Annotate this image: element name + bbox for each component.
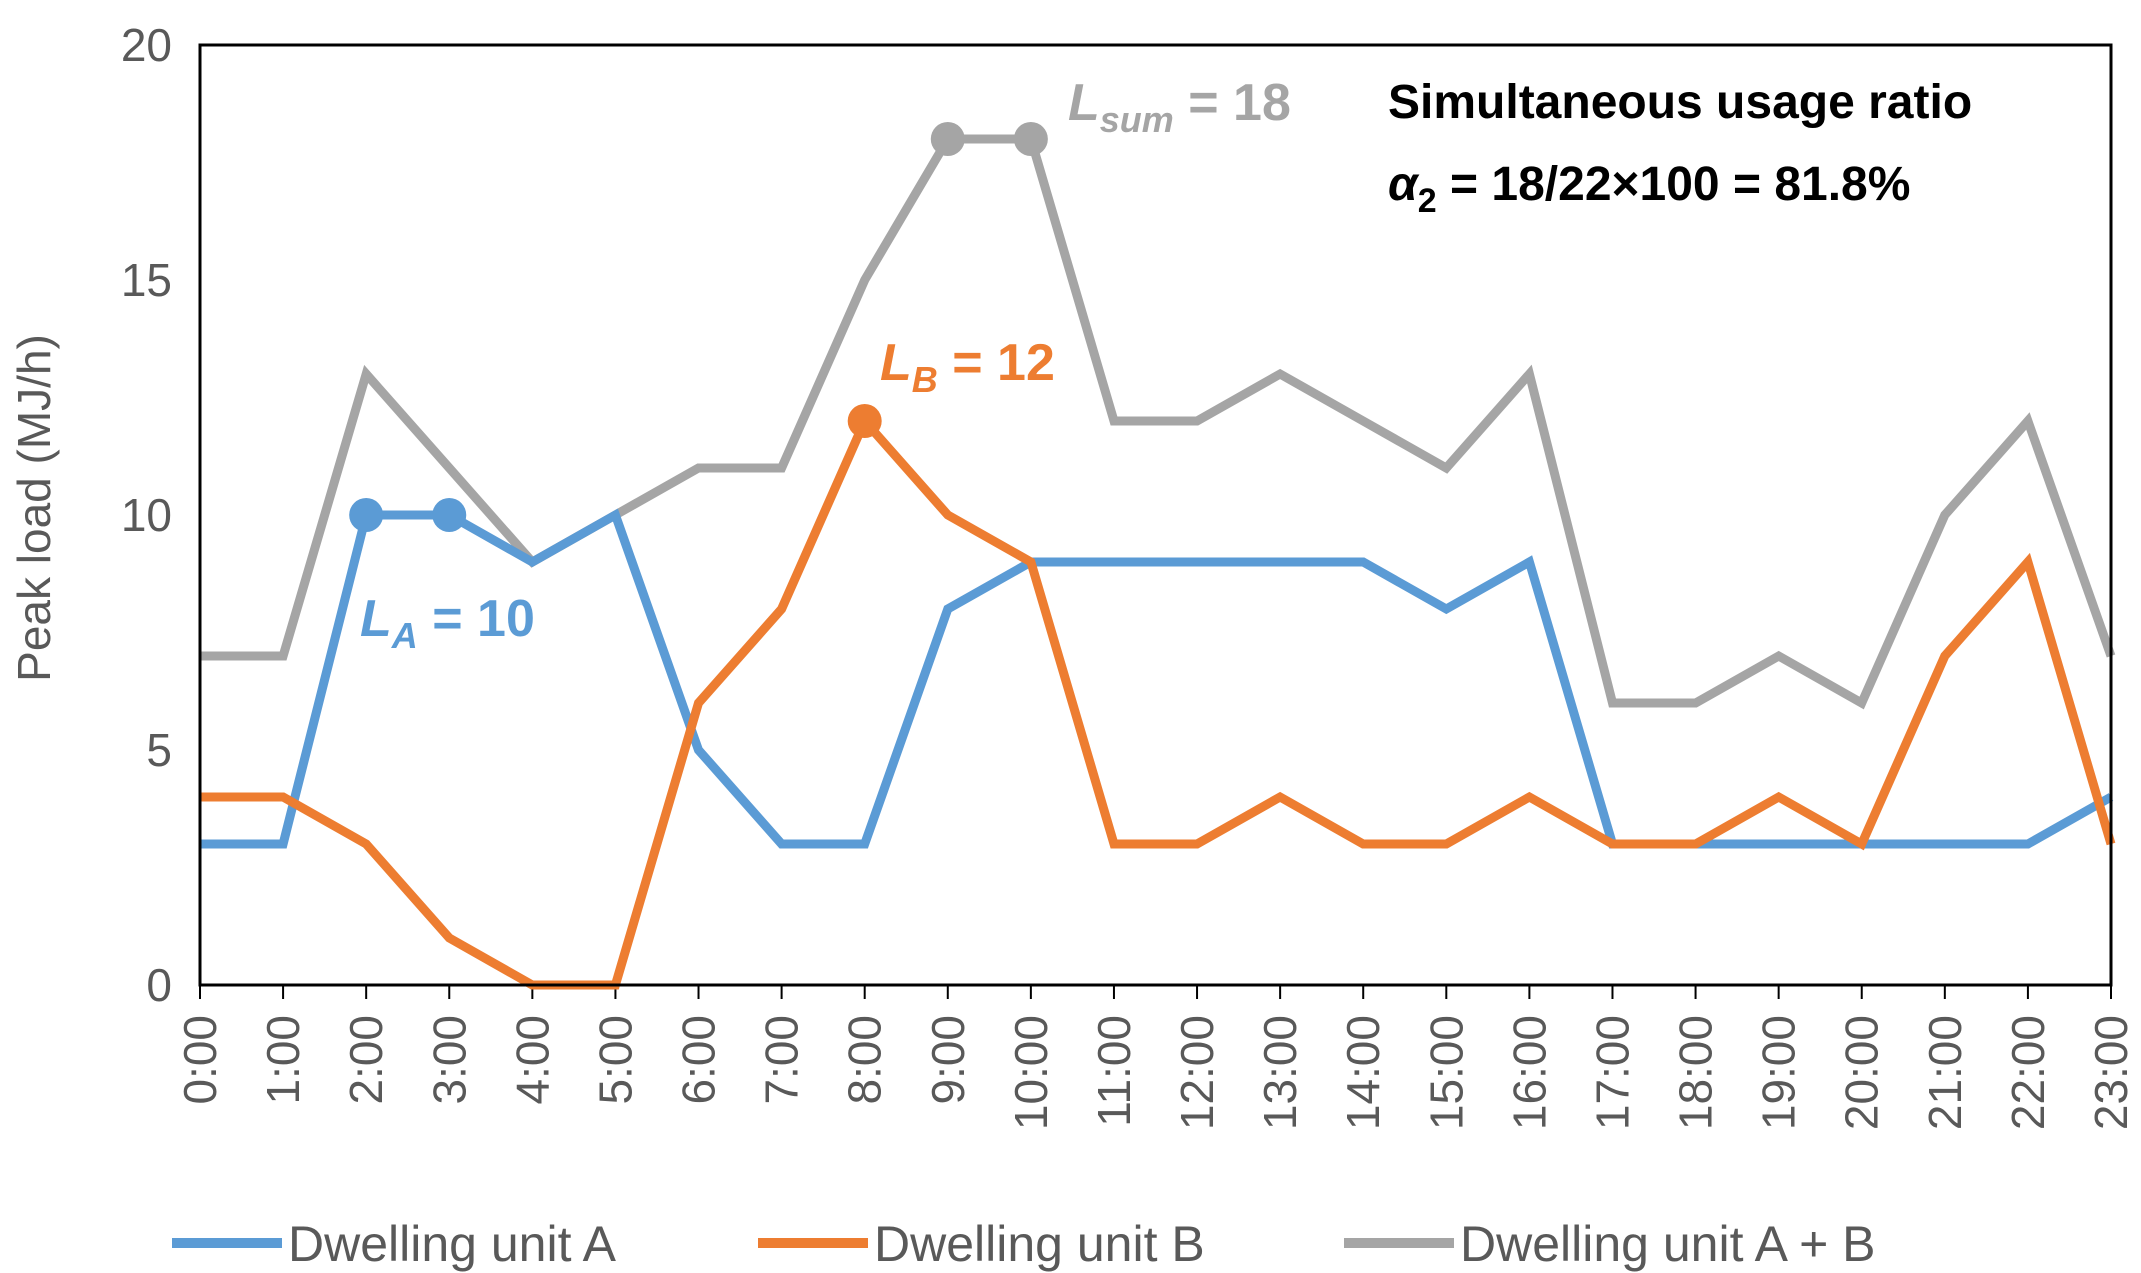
x-tick-label: 4:00 [506, 1015, 558, 1105]
annotation-lsum-letter: L [1068, 74, 1100, 132]
ratio-line-2: α2 = 18/22×100 = 81.8% [1388, 158, 1910, 220]
x-tick-label: 21:00 [1919, 1015, 1971, 1130]
x-tick-label: 13:00 [1254, 1015, 1306, 1130]
legend-label-a: Dwelling unit A [288, 1216, 617, 1272]
x-tick-label: 19:00 [1753, 1015, 1805, 1130]
annotation-lb: LB = 12 [880, 334, 1055, 400]
x-tick-label: 22:00 [2002, 1015, 2054, 1130]
marker-layer [349, 122, 1048, 532]
legend-label-ab: Dwelling unit A + B [1460, 1216, 1876, 1272]
x-tick-label: 7:00 [756, 1015, 808, 1105]
x-tick-label: 14:00 [1337, 1015, 1389, 1130]
x-tick-label: 3:00 [423, 1015, 475, 1105]
x-tick-label: 0:00 [174, 1015, 226, 1105]
annotation-lb-letter: L [880, 334, 912, 392]
peak-marker-0-3 [432, 498, 467, 532]
x-tick-label: 15:00 [1420, 1015, 1472, 1130]
series-line-1 [200, 412, 2116, 990]
ratio-line-1: Simultaneous usage ratio [1388, 76, 1972, 129]
x-tick-label: 5:00 [589, 1015, 641, 1105]
peak-marker-2-9 [930, 122, 965, 156]
annotation-lsum: Lsum = 18 [1068, 74, 1291, 140]
annotation-la-sub: A [391, 615, 418, 656]
annotation-lb-sub: B [912, 359, 938, 400]
x-tick-label: 18:00 [1670, 1015, 1722, 1130]
x-tick-label: 23:00 [2085, 1015, 2137, 1130]
y-tick-label: 20 [121, 19, 172, 71]
y-tick-label: 5 [146, 724, 172, 776]
y-tick-label: 0 [146, 959, 172, 1011]
x-tick-label: 12:00 [1171, 1015, 1223, 1130]
x-tick-label: 16:00 [1503, 1015, 1555, 1130]
series-line-0 [200, 508, 2114, 849]
annotation-lb-rest: = 12 [938, 334, 1055, 392]
peak-marker-2-10 [1013, 122, 1048, 156]
legend-label-b: Dwelling unit B [874, 1216, 1205, 1272]
annotation-lsum-rest: = 18 [1174, 74, 1291, 132]
ratio-alpha: α [1388, 158, 1420, 211]
y-tick-label: 10 [121, 489, 172, 541]
x-tick-label: 9:00 [922, 1015, 974, 1105]
x-tick-label: 2:00 [340, 1015, 392, 1105]
x-tick-label: 11:00 [1088, 1015, 1140, 1127]
annotation-la: LA = 10 [360, 590, 535, 656]
peak-marker-1-8 [847, 404, 882, 438]
x-tick-label: 17:00 [1586, 1015, 1638, 1130]
x-tick-label: 20:00 [1836, 1015, 1888, 1130]
x-tick-label: 8:00 [839, 1015, 891, 1105]
x-tick-label: 6:00 [673, 1015, 725, 1105]
series-layer [200, 134, 2116, 990]
plot-area-frame [198, 43, 2113, 987]
ratio-alpha-sub: 2 [1418, 182, 1437, 220]
series-line-2 [200, 134, 2116, 710]
x-tick-label: 1:00 [257, 1015, 309, 1105]
y-tick-labels: 0 5 10 15 20 [121, 19, 172, 1011]
legend: Dwelling unit A Dwelling unit B Dwelling… [172, 1216, 1876, 1272]
annotation-la-rest: = 10 [418, 590, 535, 648]
annotation-lsum-sub: sum [1100, 99, 1174, 140]
y-axis-title: Peak load (MJ/h) [8, 334, 60, 682]
x-tick-labels: 0:00 1:00 2:00 3:00 4:00 5:00 6:00 7:00 8:00 9:00… [174, 985, 2137, 1130]
y-tick-label: 15 [121, 254, 172, 306]
peak-marker-0-2 [349, 498, 384, 532]
x-tick-label: 10:00 [1005, 1015, 1057, 1130]
ratio-equation: = 18/22×100 = 81.8% [1437, 158, 1911, 211]
annotation-la-letter: L [360, 590, 392, 648]
